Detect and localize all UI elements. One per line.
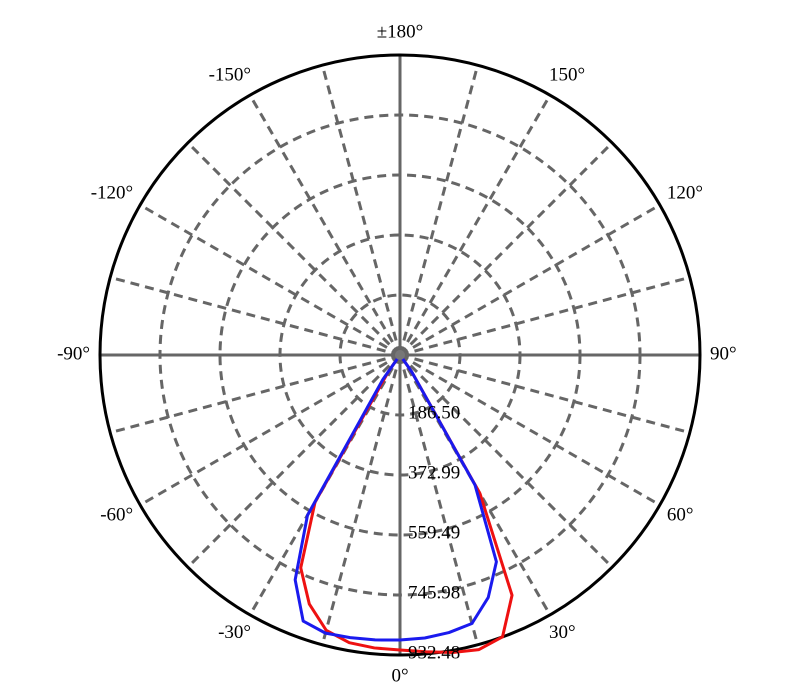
angle-grid-line: [320, 64, 402, 356]
radial-grid-ring: [338, 293, 462, 417]
series-line: [293, 354, 498, 642]
angle-tick-label: -60°: [100, 504, 133, 525]
angle-tick-label: 150°: [549, 64, 585, 85]
angle-grid-line: [399, 275, 691, 357]
angle-grid-line: [186, 353, 402, 569]
angle-grid-line: [398, 94, 552, 356]
angle-tick-label: 120°: [667, 182, 703, 203]
angle-grid-line: [398, 354, 480, 646]
angle-grid-line: [398, 353, 614, 569]
angle-tick-label: 90°: [710, 343, 737, 364]
radial-tick-label: 559.49: [408, 522, 460, 543]
angle-grid-line: [320, 354, 402, 646]
radial-grid-ring: [278, 233, 522, 477]
angle-tick-label: -30°: [218, 622, 251, 643]
angle-grid-line: [399, 353, 661, 507]
radial-tick-label: 372.99: [408, 462, 460, 483]
angle-tick-label: 60°: [667, 504, 694, 525]
angle-tick-label: 30°: [549, 622, 576, 643]
angle-grid-line: [399, 203, 661, 357]
angle-grid-line: [109, 275, 401, 357]
angle-tick-label: -120°: [91, 182, 133, 203]
radial-grid-ring: [218, 173, 582, 537]
series-line: [299, 354, 514, 655]
angle-grid-line: [186, 141, 402, 357]
radial-grid-ring: [158, 113, 642, 597]
angle-grid-line: [399, 353, 691, 435]
outer-ring: [98, 53, 702, 657]
angle-tick-label: -150°: [209, 64, 251, 85]
angle-grid-line: [398, 64, 480, 356]
angle-tick-label: 0°: [391, 665, 408, 686]
angle-grid-line: [248, 94, 402, 356]
radial-tick-label: 186.50: [408, 402, 460, 423]
angle-grid-line: [109, 353, 401, 435]
center-dot: [395, 350, 405, 360]
radial-tick-label: 932.48: [408, 642, 460, 663]
angle-grid-line: [139, 353, 401, 507]
angle-tick-label: -90°: [57, 343, 90, 364]
angle-grid-line: [139, 203, 401, 357]
angle-tick-label: ±180°: [377, 21, 424, 42]
radial-tick-label: 745.98: [408, 582, 460, 603]
angle-grid-line: [398, 141, 614, 357]
